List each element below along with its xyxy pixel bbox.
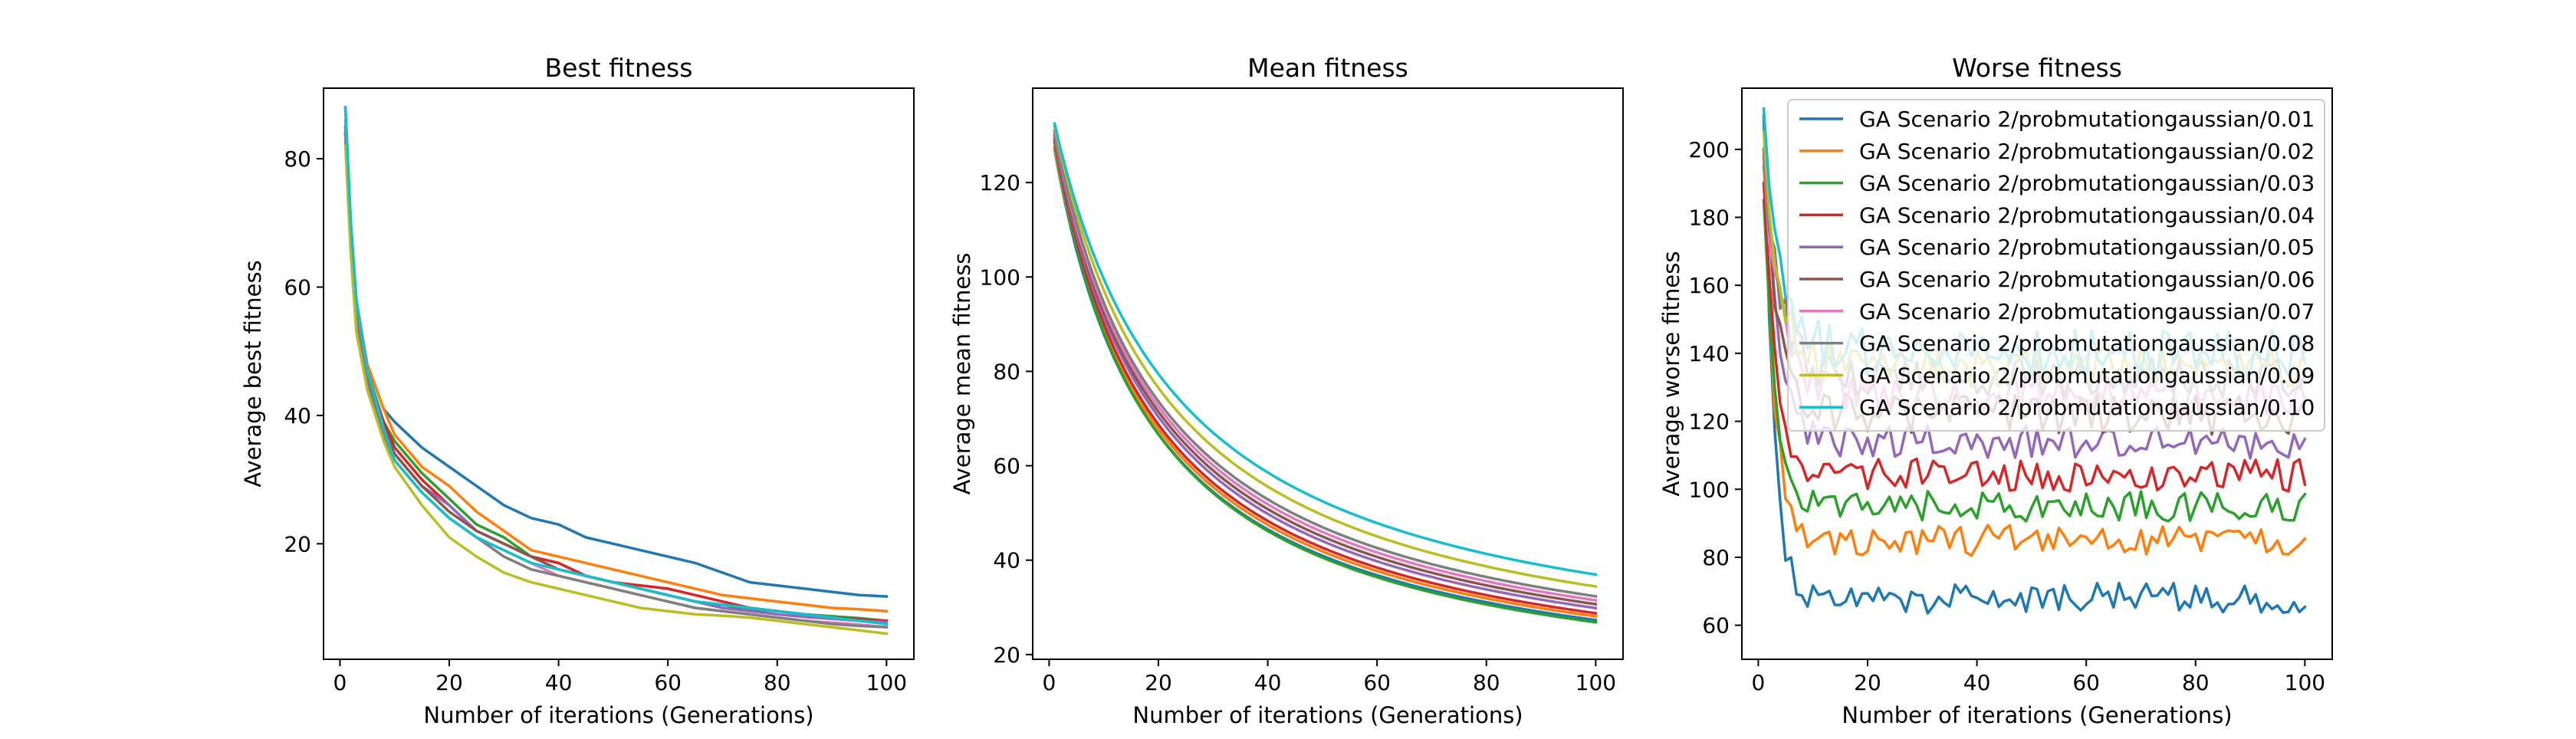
y-tick-label: 20 bbox=[993, 642, 1020, 668]
x-tick-label: 40 bbox=[1963, 670, 1991, 695]
x-tick-label: 60 bbox=[654, 670, 682, 695]
x-tick-label: 40 bbox=[545, 670, 573, 695]
x-tick-label: 20 bbox=[1854, 670, 1881, 695]
series-line-0.05 bbox=[1053, 136, 1598, 610]
legend-label: GA Scenario 2/probmutationgaussian/0.08 bbox=[1859, 331, 2315, 356]
legend-item: GA Scenario 2/probmutationgaussian/0.08 bbox=[1799, 331, 2315, 356]
legend-item: GA Scenario 2/probmutationgaussian/0.10 bbox=[1799, 395, 2315, 420]
series-line-0.07 bbox=[1053, 131, 1598, 602]
y-axis-label: Average mean fitness bbox=[949, 253, 975, 495]
legend-item: GA Scenario 2/probmutationgaussian/0.02 bbox=[1799, 139, 2315, 164]
series-line-0.08 bbox=[343, 131, 889, 629]
x-tick-label: 80 bbox=[1473, 670, 1500, 695]
subplot-3: 0 20 40 60 80 100 60 80 100 120 140 160 180 200 Worse … bbox=[1658, 53, 2333, 728]
y-tick-label: 60 bbox=[993, 454, 1020, 479]
y-tick-label: 140 bbox=[1689, 341, 1730, 366]
x-tick-label: 20 bbox=[1145, 670, 1172, 695]
y-tick-label: 200 bbox=[1689, 137, 1730, 163]
series-line-0.04 bbox=[1053, 138, 1598, 615]
legend: GA Scenario 2/probmutationgaussian/0.01 G… bbox=[1787, 99, 2325, 432]
series-line-0.04 bbox=[1762, 182, 2307, 493]
legend-frame bbox=[1787, 99, 2325, 432]
y-tick-label: 20 bbox=[284, 531, 311, 557]
series-line-0.09 bbox=[343, 144, 889, 636]
series-line-0.02 bbox=[343, 119, 889, 613]
y-tick-label: 80 bbox=[1702, 545, 1730, 570]
x-axis-label: Number of iterations (Generations) bbox=[1132, 702, 1523, 728]
y-tick-label: 40 bbox=[284, 403, 311, 429]
subplot-title: Best fitness bbox=[545, 53, 693, 83]
series-line-0.02 bbox=[1762, 154, 2307, 557]
series-lines bbox=[1053, 122, 1598, 624]
legend-label: GA Scenario 2/probmutationgaussian/0.03 bbox=[1859, 171, 2315, 196]
legend-item: GA Scenario 2/probmutationgaussian/0.03 bbox=[1799, 171, 2315, 196]
series-line-0.06 bbox=[1053, 133, 1598, 606]
y-tick-label: 80 bbox=[993, 359, 1020, 384]
legend-label: GA Scenario 2/probmutationgaussian/0.04 bbox=[1859, 202, 2315, 228]
legend-label: GA Scenario 2/probmutationgaussian/0.02 bbox=[1859, 139, 2315, 164]
x-axis-label: Number of iterations (Generations) bbox=[423, 702, 813, 728]
series-line-0.08 bbox=[1053, 129, 1598, 598]
y-tick-label: 100 bbox=[1689, 477, 1730, 502]
legend-label: GA Scenario 2/probmutationgaussian/0.01 bbox=[1859, 107, 2315, 132]
y-tick-label: 120 bbox=[1689, 409, 1730, 435]
x-tick-label: 60 bbox=[2072, 670, 2100, 695]
x-tick-label: 60 bbox=[1363, 670, 1391, 695]
series-line-0.10 bbox=[1053, 122, 1598, 576]
x-axis-label: Number of iterations (Generations) bbox=[1842, 702, 2232, 728]
y-axis-label: Average worse fitness bbox=[1658, 251, 1684, 497]
y-tick-label: 60 bbox=[284, 274, 311, 300]
x-tick-label: 100 bbox=[2285, 670, 2325, 695]
legend-label: GA Scenario 2/probmutationgaussian/0.10 bbox=[1859, 395, 2315, 420]
legend-label: GA Scenario 2/probmutationgaussian/0.06 bbox=[1859, 267, 2315, 292]
x-tick-label: 20 bbox=[435, 670, 463, 695]
series-line-0.05 bbox=[1762, 147, 2307, 460]
x-tick-label: 80 bbox=[764, 670, 791, 695]
legend-item: GA Scenario 2/probmutationgaussian/0.05 bbox=[1799, 235, 2315, 260]
series-line-0.02 bbox=[1053, 145, 1598, 618]
series-lines bbox=[343, 106, 889, 636]
legend-label: GA Scenario 2/probmutationgaussian/0.09 bbox=[1859, 363, 2315, 388]
x-tick-label: 40 bbox=[1254, 670, 1282, 695]
x-tick-label: 0 bbox=[1751, 670, 1765, 695]
series-line-0.09 bbox=[1053, 124, 1598, 588]
x-tick-label: 0 bbox=[333, 670, 347, 695]
series-line-0.01 bbox=[1762, 113, 2307, 615]
x-tick-label: 100 bbox=[866, 670, 907, 695]
legend-item: GA Scenario 2/probmutationgaussian/0.01 bbox=[1799, 107, 2315, 132]
y-tick-label: 40 bbox=[993, 548, 1020, 573]
y-tick-label: 120 bbox=[980, 170, 1020, 195]
subplot-title: Worse fitness bbox=[1952, 53, 2122, 83]
y-tick-label: 80 bbox=[284, 146, 311, 172]
y-tick-label: 160 bbox=[1689, 273, 1730, 298]
axes-frame bbox=[323, 87, 915, 660]
y-tick-label: 180 bbox=[1689, 205, 1730, 231]
y-tick-label: 60 bbox=[1702, 613, 1730, 639]
legend-item: GA Scenario 2/probmutationgaussian/0.09 bbox=[1799, 363, 2315, 388]
subplot-title: Mean fitness bbox=[1247, 53, 1408, 83]
x-tick-label: 80 bbox=[2182, 670, 2210, 695]
axes-frame bbox=[1032, 87, 1624, 660]
subplot-1: 0 20 40 60 80 100 20 40 60 80 Best fitness Number o… bbox=[240, 53, 915, 728]
x-tick-label: 0 bbox=[1042, 670, 1056, 695]
series-line-0.10 bbox=[343, 106, 889, 626]
legend-label: GA Scenario 2/probmutationgaussian/0.07 bbox=[1859, 299, 2315, 324]
y-axis-label: Average best fitness bbox=[240, 260, 266, 487]
x-tick-label: 100 bbox=[1576, 670, 1616, 695]
legend-item: GA Scenario 2/probmutationgaussian/0.04 bbox=[1799, 202, 2315, 228]
series-line-0.03 bbox=[1053, 140, 1598, 624]
legend-item: GA Scenario 2/probmutationgaussian/0.07 bbox=[1799, 299, 2315, 324]
axes-frame bbox=[1741, 87, 2333, 660]
legend-item: GA Scenario 2/probmutationgaussian/0.06 bbox=[1799, 267, 2315, 292]
legend-label: GA Scenario 2/probmutationgaussian/0.05 bbox=[1859, 235, 2315, 260]
series-line-0.03 bbox=[1762, 199, 2307, 523]
y-tick-label: 100 bbox=[980, 264, 1020, 290]
subplot-2: 0 20 40 60 80 100 20 40 60 80 100 120 Mean fitness Nu… bbox=[949, 53, 1624, 728]
